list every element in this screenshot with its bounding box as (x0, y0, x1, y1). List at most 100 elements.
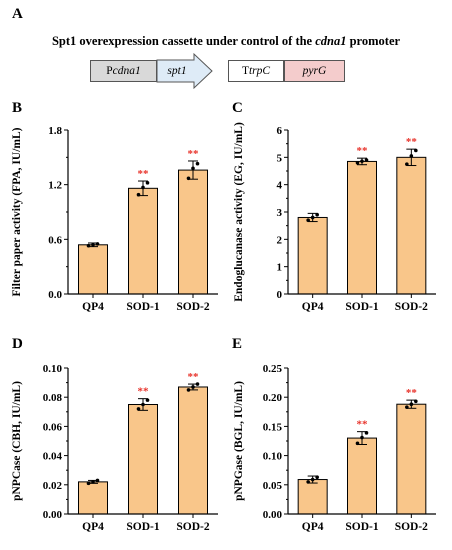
y-tick-label-b-3: 1.8 (48, 125, 62, 137)
y-tick-label-e-1: 0.05 (263, 480, 283, 492)
bar-c-0 (297, 216, 328, 295)
cassette-title-prefix: Spt1 overexpression cassette under contr… (51, 34, 316, 48)
cassette-title-italic: cdna1 (315, 34, 347, 48)
panel-letter-b: B (12, 100, 23, 116)
panel-letter-c: C (232, 100, 243, 116)
promoter-prefix: P (106, 65, 113, 77)
data-point-c-1-2 (364, 158, 369, 162)
y-tick-label-c-2: 2 (277, 234, 283, 246)
data-point-c-2-0 (405, 162, 409, 166)
gene-label-box: spt1 (157, 60, 197, 82)
gene-arrow-shape (156, 52, 213, 90)
data-point-e-1-0 (355, 441, 360, 446)
category-label-d-0: QP4 (82, 521, 104, 533)
gene-arrow (156, 52, 213, 90)
data-point-c-1-1 (360, 159, 364, 163)
data-point-e-2-1 (409, 402, 414, 407)
data-point-b-0-2 (95, 242, 100, 246)
data-point-d-0-0 (86, 481, 91, 486)
y-axis-label-b: Filter paper activity (FPA, IU/mL) (11, 127, 23, 296)
y-tick-label-e-2: 0.10 (263, 451, 283, 463)
data-point-b-2-0 (186, 176, 191, 181)
data-point-d-1-1 (141, 402, 145, 407)
y-tick-label-c-1: 1 (277, 262, 283, 274)
data-point-b-1-1 (141, 185, 145, 190)
significance-e-1: ** (357, 419, 369, 431)
chart-c: QP4 ** SOD-1 ** SOD-2 0 1 2 3 4 5 6 Endoglucanase ac… (233, 122, 436, 313)
bar-e-0 (297, 479, 328, 515)
y-tick-label-d-5: 0.10 (43, 363, 63, 375)
bar-b-2 (178, 169, 208, 295)
gene-label: spt1 (167, 65, 187, 77)
y-tick-label-c-5: 5 (277, 152, 283, 164)
chart-b: QP4 ** SOD-1 ** SOD-2 0.0 0.6 1.2 1.8 Filter pape… (11, 125, 218, 313)
data-point-e-2-2 (414, 399, 418, 404)
significance-d-1: ** (138, 386, 150, 398)
significance-d-2: ** (188, 371, 200, 383)
category-label-e-1: SOD-1 (345, 521, 378, 533)
data-point-d-2-2 (195, 382, 200, 386)
y-tick-label-d-0: 0.00 (43, 509, 63, 521)
category-label-b-0: QP4 (82, 301, 104, 313)
terminator-name: trpC (248, 65, 271, 77)
marker-label: pyrG (302, 65, 327, 77)
data-point-c-0-0 (306, 218, 310, 222)
y-tick-label-c-0: 0 (277, 289, 283, 301)
y-tick-label-c-3: 3 (277, 207, 283, 219)
bar-d-2 (178, 386, 208, 515)
bar-c-1 (347, 160, 377, 295)
bar-e-2 (396, 403, 427, 515)
promoter-name: cdna1 (112, 65, 141, 77)
y-tick-label-e-4: 0.20 (263, 392, 283, 404)
data-point-b-0-1 (91, 243, 95, 247)
data-point-e-0-1 (310, 477, 315, 482)
significance-e-2: ** (406, 387, 418, 399)
bar-e-1 (347, 437, 377, 515)
category-label-e-0: QP4 (302, 521, 324, 533)
significance-c-1: ** (357, 145, 369, 157)
bar-d-1 (128, 404, 158, 515)
panel-letter-e: E (232, 336, 243, 352)
significance-b-1: ** (138, 168, 150, 180)
data-point-d-1-2 (145, 398, 150, 402)
data-point-c-0-1 (310, 215, 315, 220)
y-tick-label-e-0: 0.00 (263, 509, 283, 521)
data-point-b-1-2 (145, 181, 150, 185)
data-point-c-2-1 (409, 154, 414, 158)
panel-letter-d: D (12, 336, 23, 352)
data-point-e-0-2 (315, 475, 319, 480)
data-point-c-0-2 (315, 212, 319, 217)
data-point-b-1-0 (136, 192, 141, 197)
y-axis-label-c: Endoglucanase activity (EG, IU/mL) (233, 122, 245, 302)
category-label-b-2: SOD-2 (176, 301, 209, 313)
terminator-prefix: T (241, 65, 249, 77)
y-tick-label-c-6: 6 (277, 125, 283, 137)
data-point-e-1-1 (360, 435, 364, 440)
data-point-d-2-1 (191, 385, 195, 389)
data-point-e-2-0 (405, 405, 409, 409)
category-label-d-2: SOD-2 (176, 521, 209, 533)
significance-b-2: ** (188, 148, 200, 160)
y-tick-label-b-2: 1.2 (48, 180, 62, 192)
data-point-e-0-0 (306, 480, 310, 484)
y-tick-label-b-1: 0.6 (48, 234, 62, 246)
y-tick-label-c-4: 4 (277, 180, 283, 192)
data-point-d-0-1 (91, 480, 95, 484)
category-label-c-0: QP4 (302, 301, 324, 313)
bar-c-2 (396, 156, 427, 295)
y-tick-label-d-4: 0.08 (43, 392, 63, 404)
y-tick-label-e-5: 0.25 (263, 363, 283, 375)
data-point-b-2-2 (195, 161, 200, 166)
category-label-c-2: SOD-2 (395, 301, 428, 313)
bar-b-0 (78, 244, 108, 295)
bar-d-0 (78, 481, 108, 515)
data-point-d-2-0 (186, 388, 191, 392)
data-point-c-2-2 (414, 148, 418, 153)
category-label-d-1: SOD-1 (126, 521, 159, 533)
data-point-b-2-1 (191, 166, 195, 171)
data-point-d-0-2 (95, 478, 100, 483)
y-tick-label-d-2: 0.04 (43, 451, 63, 463)
significance-c-2: ** (406, 136, 418, 148)
